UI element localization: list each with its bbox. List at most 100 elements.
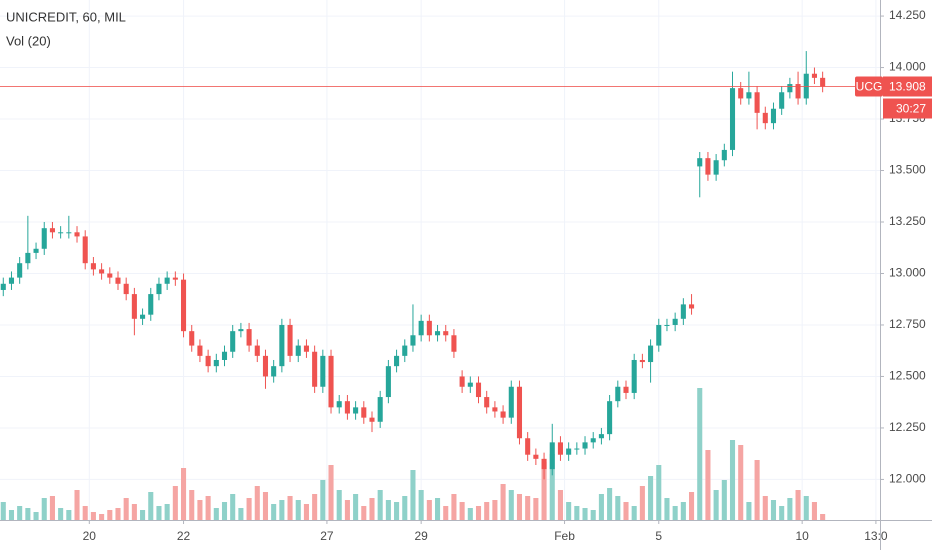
volume-bar bbox=[648, 476, 654, 520]
x-tick-label: 22 bbox=[177, 529, 191, 543]
volume-bar bbox=[254, 486, 260, 520]
volume-bar bbox=[295, 500, 301, 520]
candle-body bbox=[443, 331, 449, 336]
candle-body bbox=[107, 273, 113, 278]
volume-bar bbox=[779, 506, 785, 520]
volume-bar bbox=[541, 462, 547, 520]
volume-bar bbox=[402, 496, 408, 520]
candle-body bbox=[99, 269, 105, 274]
volume-bar bbox=[615, 496, 621, 520]
volume-bar bbox=[590, 510, 596, 520]
chart-title: UNICREDIT, 60, MIL bbox=[6, 9, 126, 24]
volume-bar bbox=[164, 504, 170, 520]
volume-bar bbox=[99, 514, 105, 520]
candle-body bbox=[295, 345, 301, 356]
y-tick-label: 12.750 bbox=[889, 317, 926, 331]
y-tick-label: 14.000 bbox=[889, 60, 926, 74]
candle-body bbox=[156, 283, 162, 295]
volume-bar bbox=[74, 490, 80, 520]
candle-body bbox=[90, 263, 96, 270]
candle-body bbox=[49, 228, 55, 233]
volume-bar bbox=[508, 490, 514, 520]
candle-body bbox=[459, 376, 465, 387]
volume-bar bbox=[566, 502, 572, 520]
volume-bar bbox=[426, 500, 432, 520]
volume-bar bbox=[353, 494, 359, 520]
candle-body bbox=[484, 397, 490, 408]
volume-bar bbox=[115, 508, 121, 520]
candle-body bbox=[66, 232, 72, 234]
volume-bar bbox=[410, 470, 416, 520]
volume-bar bbox=[820, 514, 826, 520]
volume-bar bbox=[123, 498, 129, 520]
candle-body bbox=[287, 324, 293, 356]
volume-bar bbox=[180, 468, 187, 520]
candle-body bbox=[279, 324, 285, 367]
candle-body bbox=[394, 355, 400, 367]
candle-body bbox=[82, 236, 88, 264]
volume-bar bbox=[467, 508, 473, 520]
volume-bar bbox=[197, 500, 203, 520]
volume-bar bbox=[451, 494, 457, 520]
candle-body bbox=[697, 158, 703, 167]
volume-bar bbox=[8, 510, 15, 520]
candle-body bbox=[197, 345, 203, 356]
candle-body bbox=[148, 294, 154, 315]
volume-bar bbox=[607, 488, 613, 520]
volume-bar bbox=[435, 498, 441, 520]
candle-body bbox=[729, 88, 736, 150]
candle-body bbox=[500, 411, 506, 418]
candle-body bbox=[123, 283, 129, 295]
volume-bar bbox=[721, 480, 727, 520]
volume-bar bbox=[729, 440, 736, 520]
candle-body bbox=[344, 401, 350, 414]
symbol-label: UCG bbox=[856, 80, 883, 94]
volume-bar bbox=[713, 490, 719, 520]
volume-bar bbox=[582, 508, 588, 520]
volume-bar bbox=[574, 506, 580, 520]
volume-bar bbox=[795, 490, 801, 520]
candle-body bbox=[639, 359, 645, 363]
volume-bar bbox=[82, 506, 88, 520]
candle-body bbox=[361, 407, 367, 418]
candle-body bbox=[557, 442, 563, 455]
candle-body bbox=[762, 112, 768, 124]
price-label: 13.908 bbox=[889, 80, 926, 94]
volume-bar bbox=[533, 498, 539, 520]
price-badge bbox=[883, 76, 932, 97]
candle-body bbox=[516, 386, 523, 439]
candle-body bbox=[205, 355, 211, 367]
candle-body bbox=[131, 294, 137, 319]
volume-bar bbox=[221, 502, 228, 520]
volume-bar bbox=[549, 454, 555, 520]
volume-bar bbox=[287, 496, 293, 520]
candle-body bbox=[312, 351, 318, 387]
volume-bar bbox=[672, 506, 678, 520]
volume-bar bbox=[246, 498, 252, 520]
candle-body bbox=[795, 84, 801, 99]
volume-bar bbox=[475, 506, 482, 520]
candle-body bbox=[672, 318, 678, 325]
volume-bar bbox=[697, 388, 703, 520]
candle-body bbox=[754, 92, 760, 113]
volume-bar bbox=[631, 506, 637, 520]
candle-body bbox=[689, 304, 695, 309]
volume-bar bbox=[689, 492, 695, 520]
candle-body bbox=[746, 92, 752, 99]
volume-bar bbox=[639, 486, 645, 520]
volume-bar bbox=[516, 494, 523, 520]
candle-body bbox=[574, 448, 580, 450]
candle-body bbox=[418, 320, 424, 336]
candle-body bbox=[770, 108, 777, 124]
candle-body bbox=[451, 335, 457, 352]
candle-body bbox=[262, 355, 269, 377]
volume-bar bbox=[328, 465, 334, 520]
candle-body bbox=[164, 277, 170, 284]
candle-body bbox=[525, 438, 531, 455]
volume-bar bbox=[394, 502, 400, 520]
candle-layer bbox=[0, 51, 826, 480]
volume-bar bbox=[738, 445, 744, 520]
y-tick-label: 14.250 bbox=[889, 8, 926, 22]
x-tick-label: 20 bbox=[83, 529, 97, 543]
